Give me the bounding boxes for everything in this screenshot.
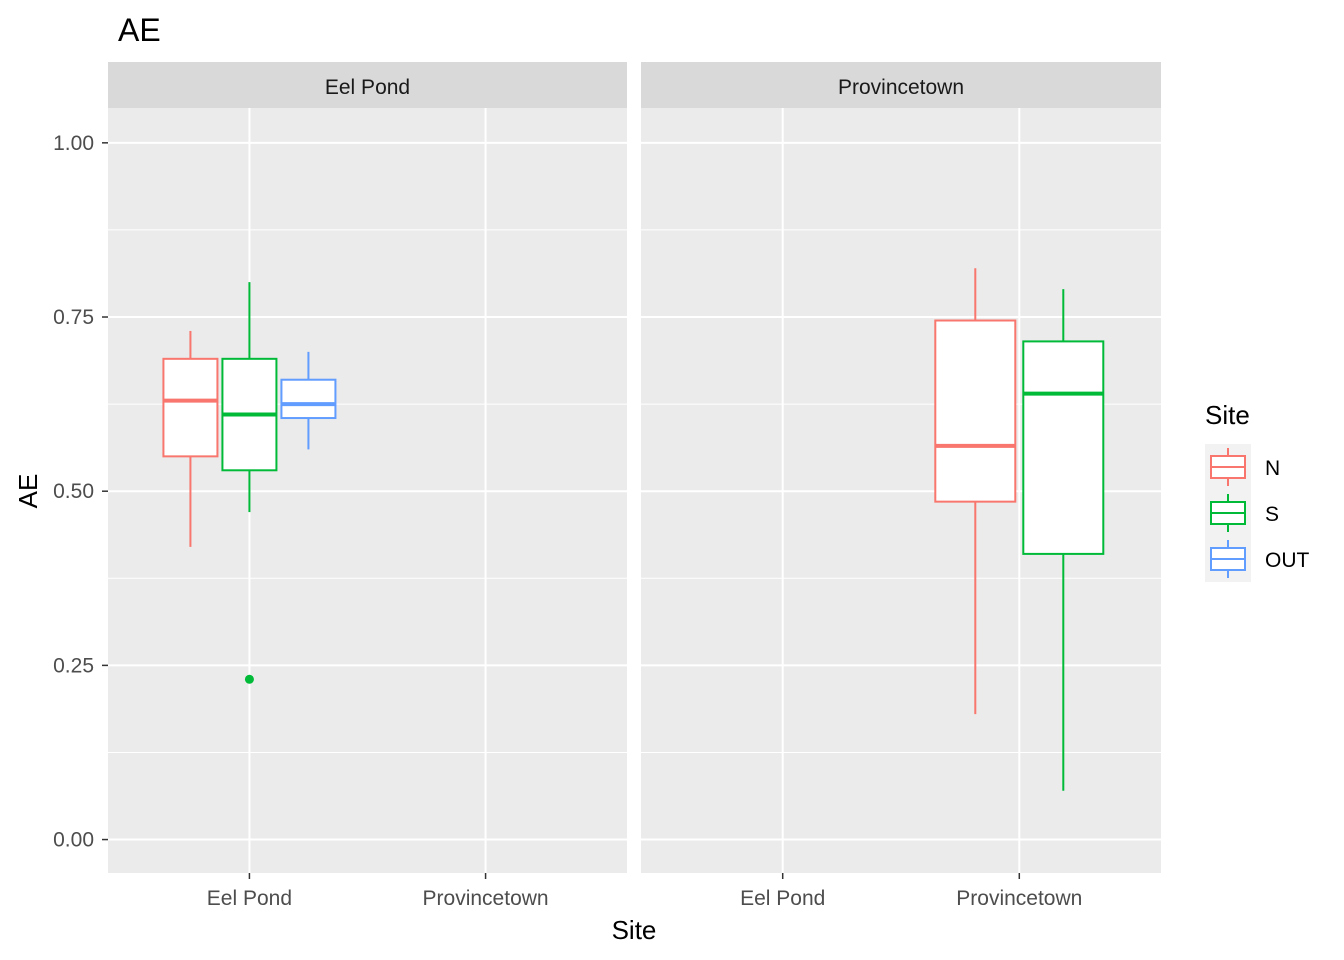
legend-label: OUT bbox=[1265, 549, 1310, 572]
box-body bbox=[280, 378, 337, 420]
legend-label: N bbox=[1265, 457, 1280, 480]
y-tick-label: 0.75 bbox=[53, 306, 94, 329]
box-body bbox=[1022, 340, 1105, 555]
y-tick-label: 0.00 bbox=[53, 829, 94, 852]
facet-panel: Eel Pond Eel Pond Provincetown bbox=[108, 62, 627, 910]
y-axis: 0.00 0.25 0.50 0.75 1.00 bbox=[53, 132, 108, 852]
box-s bbox=[1022, 289, 1105, 791]
facet-panel: Provincetown Eel Pond Provincetown bbox=[641, 62, 1161, 910]
y-tick-label: 0.50 bbox=[53, 480, 94, 503]
box-s bbox=[221, 282, 278, 684]
box-out bbox=[280, 351, 337, 450]
facet-strip bbox=[641, 62, 1161, 108]
box-body bbox=[934, 319, 1017, 503]
outlier-point bbox=[244, 674, 254, 684]
legend-key-out: OUT bbox=[1205, 536, 1310, 582]
legend: Site NS OUT bbox=[1205, 400, 1310, 582]
x-axis-title: Site bbox=[612, 915, 657, 945]
chart-title: AE bbox=[118, 12, 161, 48]
facet-strip-label: Provincetown bbox=[838, 76, 964, 99]
facet-strip bbox=[108, 62, 627, 108]
box-n bbox=[162, 330, 219, 547]
y-tick-label: 1.00 bbox=[53, 132, 94, 155]
y-axis-title: AE bbox=[13, 474, 43, 509]
legend-label: S bbox=[1265, 503, 1279, 526]
legend-key-s: S bbox=[1205, 490, 1279, 536]
legend-title: Site bbox=[1205, 400, 1250, 430]
x-tick-label: Provincetown bbox=[423, 887, 549, 910]
x-tick-label: Eel Pond bbox=[207, 887, 292, 910]
x-tick-label: Provincetown bbox=[956, 887, 1082, 910]
box-body bbox=[162, 357, 219, 458]
x-tick-label: Eel Pond bbox=[740, 887, 825, 910]
legend-key-n: N bbox=[1205, 444, 1280, 490]
facet-strip-label: Eel Pond bbox=[325, 76, 410, 99]
box-n bbox=[934, 268, 1017, 715]
y-tick-label: 0.25 bbox=[53, 654, 94, 677]
